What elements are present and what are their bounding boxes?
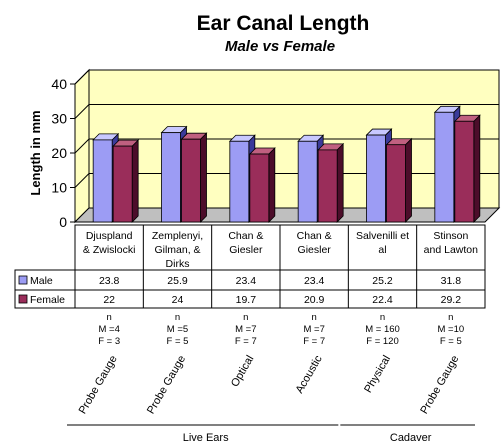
data-label: 19.7: [236, 294, 257, 306]
legend-label: Male: [30, 275, 53, 287]
bar-front: [92, 139, 113, 223]
sample-size: F = 120: [366, 336, 398, 347]
bar-front: [161, 132, 181, 223]
sample-size: n: [380, 312, 385, 323]
legend-swatch: [18, 294, 28, 304]
bar-side: [200, 132, 207, 223]
group-label: Cadaver: [390, 432, 432, 444]
gridline-side: [74, 104, 90, 119]
method-label: Acoustic: [294, 353, 325, 395]
bar-front: [454, 120, 475, 223]
bar-front: [229, 140, 250, 223]
category-label: Zemplenyi,: [152, 230, 203, 242]
bar-side: [473, 114, 481, 223]
bar-front: [112, 145, 133, 223]
bar-side: [268, 147, 276, 223]
category-label: Giesler: [229, 244, 263, 256]
sample-size: n: [312, 312, 317, 323]
bar-side: [131, 139, 139, 223]
sample-size: F = 7: [303, 336, 325, 347]
method-label: Optical: [229, 354, 257, 390]
bar-female: [112, 139, 140, 223]
data-label: 31.8: [441, 275, 462, 287]
gridline-side: [74, 69, 90, 85]
bar-front: [317, 149, 338, 223]
plot-area: 0 10 20 30 40: [51, 68, 501, 230]
data-label: 20.9: [304, 294, 325, 306]
chart-title: Ear Canal Length: [197, 12, 370, 35]
bar-front: [366, 134, 386, 223]
data-label: 29.2: [441, 294, 462, 306]
bar-female: [248, 147, 276, 223]
method-label: Physical: [362, 354, 393, 395]
sample-size: M =5: [167, 324, 188, 335]
legend-swatch: [18, 275, 28, 285]
method-label: Probe Gauge: [77, 354, 120, 417]
category-label: Djuspland: [86, 230, 133, 242]
category-label: and Lawton: [424, 244, 478, 256]
category-label: Chan &: [297, 230, 332, 242]
sample-size: M =10: [437, 324, 464, 335]
category-label: Stinson: [433, 230, 468, 242]
category-label: Giesler: [298, 244, 332, 256]
sample-size: n: [243, 312, 248, 323]
data-label: 24: [172, 294, 184, 306]
category-label: & Zwislocki: [83, 244, 136, 256]
gridline-side: [74, 173, 90, 188]
category-label: Chan &: [228, 230, 263, 242]
y-axis-label: Length in mm: [28, 110, 43, 195]
category-label: Salvenilli et: [356, 230, 409, 242]
y-tick-label: 10: [51, 180, 67, 196]
category-label: Gilman, &: [154, 244, 200, 256]
sample-size: n: [448, 312, 453, 323]
bar-side: [405, 137, 412, 223]
bar-female: [180, 132, 208, 223]
method-label: Probe Gauge: [418, 354, 461, 417]
chart-subtitle: Male vs Female: [225, 38, 335, 55]
data-label: 23.4: [236, 275, 257, 287]
sample-annotations: nM =4F = 3nM =5F = 5nM =7F = 7nM =7F = 7…: [67, 312, 475, 444]
y-tick-label: 30: [51, 111, 67, 127]
bar-front: [297, 140, 318, 223]
data-label: 22.4: [372, 294, 393, 306]
sample-size: F = 7: [235, 336, 257, 347]
data-label: 22: [103, 294, 115, 306]
y-tick-label: 40: [51, 76, 67, 92]
bar-front: [249, 153, 270, 223]
bar-front: [386, 144, 406, 223]
sample-size: n: [107, 312, 112, 323]
bar-female: [385, 137, 413, 223]
y-tick-label: 0: [59, 214, 67, 230]
sample-size: F = 5: [440, 336, 462, 347]
category-label: Dirks: [166, 258, 190, 270]
group-label: Live Ears: [183, 432, 229, 444]
data-label: 25.9: [167, 275, 188, 287]
method-label: Probe Gauge: [145, 354, 188, 417]
bar-female: [453, 114, 481, 223]
sample-size: M =4: [98, 324, 119, 335]
data-label: 23.8: [99, 275, 120, 287]
sample-size: M = 160: [365, 324, 400, 335]
bar-front: [181, 138, 201, 223]
bar-front: [434, 111, 455, 223]
sample-size: F = 5: [167, 336, 189, 347]
data-table: Djuspland & Zwislocki Zemplenyi, Gilman, & D…: [14, 224, 486, 309]
bar-side: [336, 142, 344, 223]
sample-size: F = 3: [98, 336, 120, 347]
sample-size: M =7: [235, 324, 256, 335]
gridline-side: [74, 138, 90, 154]
bar-female: [317, 142, 345, 223]
y-tick-label: 20: [51, 145, 67, 161]
sample-size: M =7: [303, 324, 324, 335]
legend-label: Female: [30, 294, 65, 306]
data-label: 23.4: [304, 275, 325, 287]
data-label: 25.2: [372, 275, 393, 287]
category-label: al: [378, 244, 386, 256]
sample-size: n: [175, 312, 180, 323]
